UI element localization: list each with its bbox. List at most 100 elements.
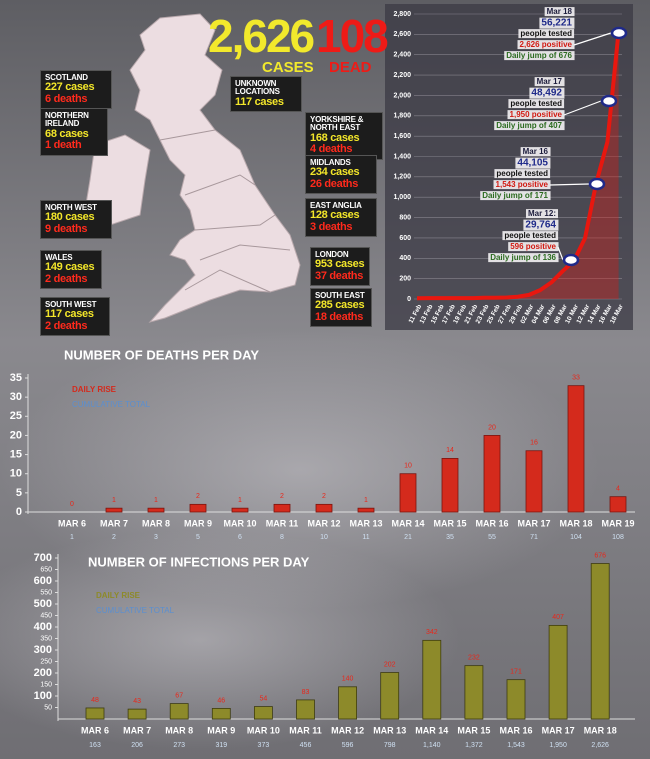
cumulative-label: 1	[70, 534, 74, 541]
cumulative-label: 2,626	[591, 742, 609, 749]
bar	[590, 563, 610, 720]
value-label: 46	[217, 697, 225, 704]
y-tick-label: 350	[40, 635, 52, 642]
region-cases: 168 cases	[310, 131, 360, 144]
region-deaths: 18 deaths	[315, 310, 364, 323]
y-tick-label: 0	[16, 506, 22, 518]
annotation-bg	[507, 110, 565, 120]
cumulative-label: 35	[446, 534, 454, 541]
cumulative-label: 206	[131, 742, 143, 749]
y-tick-label: 800	[399, 214, 411, 221]
y-tick-label: 2,600	[393, 31, 411, 38]
region-cases: 117 cases	[235, 95, 284, 108]
marker-ring	[600, 94, 618, 108]
annotation-bg	[520, 147, 551, 157]
bar	[105, 507, 123, 513]
cumulative-label: 596	[342, 742, 354, 749]
cumulative-label: 1,543	[507, 742, 525, 749]
x-tick-label: MAR 11	[266, 518, 299, 528]
value-label: 4	[616, 486, 620, 493]
annotation-bg	[502, 231, 559, 241]
bar	[189, 503, 207, 513]
region-borders	[159, 129, 291, 293]
annotation-bg	[480, 191, 551, 201]
region-name: WALES	[45, 253, 73, 262]
x-tick-label: MAR 7	[123, 725, 151, 735]
bar	[548, 624, 568, 720]
annotation-bg	[539, 17, 575, 29]
region-cases: 117 cases	[45, 308, 94, 321]
region-box: UNKNOWN LOCATIONS 117 cases	[230, 76, 302, 113]
bar	[338, 686, 358, 720]
region-name: EAST ANGLIA	[310, 201, 362, 210]
value-label: 676	[594, 552, 606, 559]
region-box: YORKSHIRE & NORTH EAST 168 cases 4 deaths	[305, 112, 383, 160]
annotation-bg	[494, 169, 551, 179]
value-label: 67	[175, 692, 183, 699]
y-tick-label: 700	[34, 552, 52, 564]
y-tick-label: 2,000	[393, 92, 411, 99]
x-tick-label: MAR 14	[391, 518, 424, 528]
region-box: SCOTLAND 227 cases 6 deaths	[40, 70, 112, 110]
y-tick-label: 50	[44, 704, 52, 711]
y-tick-label: 1,600	[393, 133, 411, 140]
dead-label: DEAD	[329, 59, 372, 76]
cumulative-label: 456	[300, 742, 312, 749]
cumulative-label: 1,140	[423, 742, 441, 749]
region-box: SOUTH WEST 117 cases 2 deaths	[40, 297, 110, 337]
x-tick-label: MAR 8	[165, 725, 193, 735]
bar	[483, 435, 501, 513]
x-tick-label: MAR 10	[247, 725, 280, 735]
value-label: 2	[196, 493, 200, 500]
bar	[296, 699, 315, 720]
region-cases: 953 cases	[315, 258, 365, 271]
value-label: 232	[468, 654, 480, 661]
dead-total: 108	[316, 10, 388, 62]
cumulative-label: 11	[362, 534, 369, 541]
y-tick-label: 1,800	[393, 113, 411, 120]
region-deaths: 6 deaths	[45, 92, 88, 105]
value-label: 342	[426, 629, 438, 636]
cumulative-label: 21	[404, 534, 412, 541]
annotation-bg	[525, 209, 558, 219]
annotation-positive: 1,543 positive	[496, 180, 549, 189]
region-box: MIDLANDS 234 cases 26 deaths	[305, 155, 377, 195]
annotation-date: Mar 17	[537, 77, 563, 86]
great-britain	[129, 13, 301, 323]
marker-ring	[610, 26, 628, 40]
bar	[315, 503, 333, 513]
region-name: SOUTH WEST	[45, 300, 97, 309]
value-label: 140	[342, 676, 354, 683]
bar	[273, 503, 291, 513]
region-box: LONDON 953 cases 37 deaths	[310, 247, 370, 287]
region-box: WALES 149 cases 2 deaths	[40, 250, 102, 290]
connector	[573, 32, 612, 46]
region-deaths: 9 deaths	[45, 222, 88, 235]
legend-label: CUMULATIVE TOTAL	[72, 400, 151, 409]
value-label: 0	[70, 501, 74, 508]
y-tick-label: 600	[399, 235, 411, 242]
annotation-jump: Daily jump of 676	[506, 51, 572, 60]
annotation-bg	[504, 51, 575, 61]
region-cases: 285 cases	[315, 299, 365, 312]
y-tick-label: 15	[10, 448, 22, 460]
region-box: NORTH WEST 180 cases 9 deaths	[40, 200, 112, 240]
annotation-tested: 44,105	[517, 158, 548, 169]
x-tick-label: MAR 12	[331, 725, 364, 735]
y-tick-label: 1,400	[393, 153, 411, 160]
marker-ring	[588, 177, 606, 191]
y-tick-label: 10	[10, 468, 22, 480]
x-tick-label: MAR 18	[584, 725, 617, 735]
bar	[147, 507, 165, 513]
y-tick-label: 300	[34, 644, 52, 656]
cumulative-label: 5	[196, 534, 200, 541]
value-label: 20	[488, 424, 496, 431]
value-label: 54	[260, 695, 268, 702]
value-label: 10	[404, 463, 412, 470]
x-tick-label: MAR 16	[475, 518, 508, 528]
x-tick-label: MAR 10	[223, 518, 256, 528]
marker-ring	[562, 253, 580, 267]
y-tick-label: 1,000	[393, 194, 411, 201]
value-label: 1	[364, 497, 368, 504]
